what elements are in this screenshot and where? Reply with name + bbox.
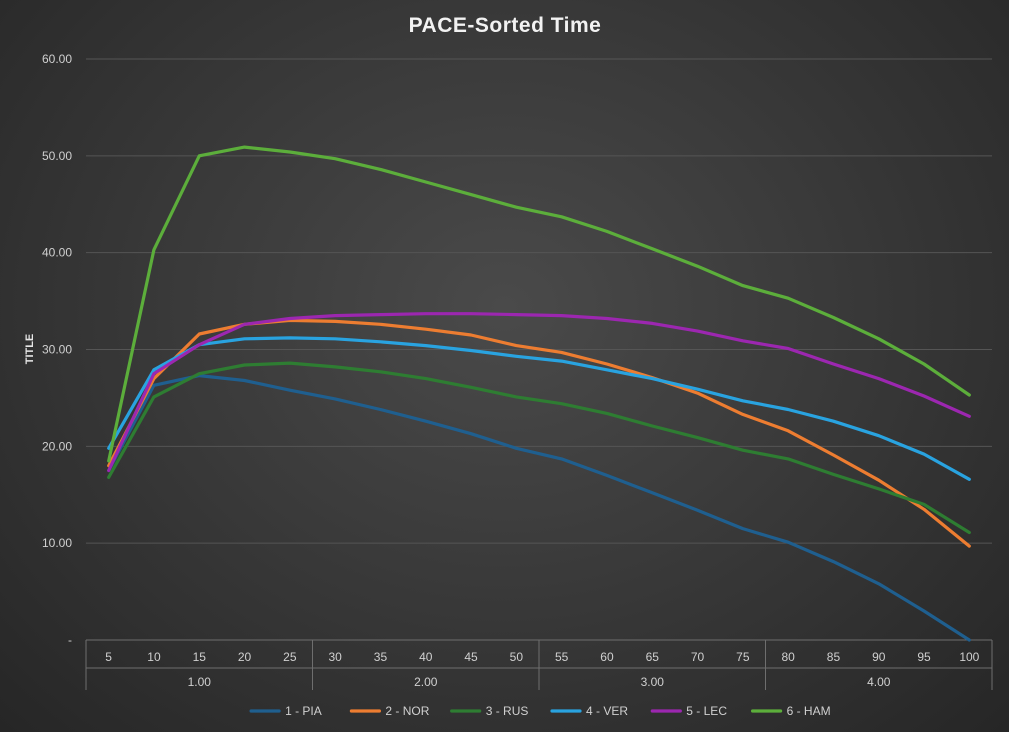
legend-label: 3 - RUS (486, 704, 529, 718)
legend-item: 1 - PIA (249, 704, 322, 718)
x-tick-label: 60 (600, 650, 614, 664)
x-group-label: 3.00 (641, 675, 665, 689)
x-tick-label: 50 (510, 650, 524, 664)
x-tick-label: 35 (374, 650, 388, 664)
legend-item: 5 - LEC (650, 704, 727, 718)
legend-item: 3 - RUS (450, 704, 529, 718)
x-tick-label: 10 (147, 650, 161, 664)
legend-item: 6 - HAM (750, 704, 831, 718)
series-line-2 (107, 318, 971, 548)
legend-label: 4 - VER (586, 704, 628, 718)
legend: 1 - PIA 2 - NOR 3 - RUS 4 - VER 5 - LEC 6 - H… (249, 704, 831, 718)
x-tick-label: 45 (464, 650, 478, 664)
x-tick-label: 30 (328, 650, 342, 664)
x-tick-label: 20 (238, 650, 252, 664)
legend-item: 4 - VER (550, 704, 628, 718)
x-tick-label: 5 (105, 650, 112, 664)
x-tick-label: 75 (736, 650, 750, 664)
x-tick-label: 90 (872, 650, 886, 664)
series-line-4 (107, 336, 971, 481)
legend-item: 2 - NOR (349, 704, 430, 718)
y-axis-label: TITLE (24, 334, 36, 365)
x-group-label: 1.00 (188, 675, 212, 689)
gridlines (86, 58, 992, 641)
x-tick-label: 70 (691, 650, 705, 664)
x-tick-label: 95 (917, 650, 931, 664)
legend-label: 6 - HAM (787, 704, 831, 718)
y-tick-label: - (68, 633, 72, 647)
y-axis-ticks: - 10.00 20.00 30.00 40.00 50.00 60.00 (42, 52, 72, 647)
x-axis: 5 10 15 20 25 30 35 40 45 50 55 60 65 70 75 80 85 90 95 100… (85, 640, 993, 690)
x-tick-label: 25 (283, 650, 297, 664)
x-group-label: 2.00 (414, 675, 438, 689)
x-tick-label: 40 (419, 650, 433, 664)
series-line-5 (107, 312, 971, 473)
y-tick-label: 10.00 (42, 536, 72, 550)
series-lines (107, 145, 971, 642)
series-line-1 (107, 374, 971, 642)
y-tick-label: 50.00 (42, 149, 72, 163)
x-tick-label: 55 (555, 650, 569, 664)
legend-label: 1 - PIA (285, 704, 322, 718)
chart-title: PACE-Sorted Time (409, 14, 602, 37)
x-tick-label: 15 (193, 650, 207, 664)
series-line-3 (107, 361, 971, 535)
x-group-label: 4.00 (867, 675, 891, 689)
y-tick-label: 40.00 (42, 246, 72, 260)
legend-label: 5 - LEC (686, 704, 727, 718)
x-tick-label: 85 (827, 650, 841, 664)
y-tick-label: 20.00 (42, 439, 72, 453)
x-tick-label: 80 (781, 650, 795, 664)
x-tick-label: 65 (646, 650, 660, 664)
y-tick-label: 60.00 (42, 52, 72, 66)
series-line-6 (107, 145, 971, 463)
x-tick-label: 100 (959, 650, 979, 664)
legend-label: 2 - NOR (385, 704, 429, 718)
y-tick-label: 30.00 (42, 343, 72, 357)
